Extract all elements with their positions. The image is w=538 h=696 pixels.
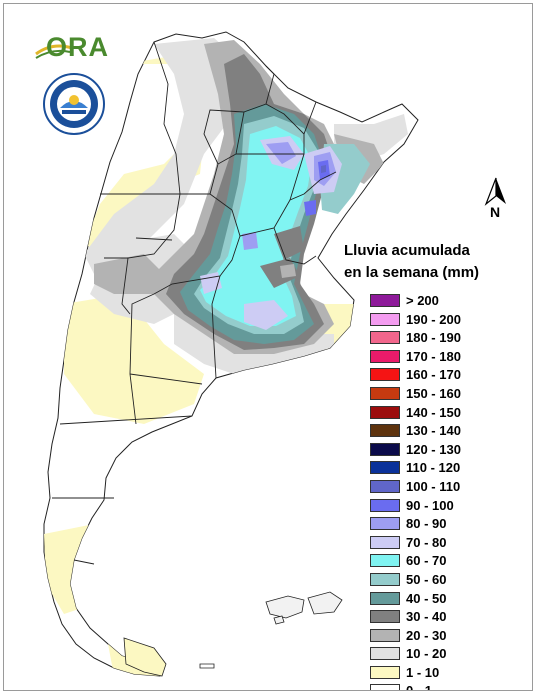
legend-swatch (370, 386, 400, 400)
tierra-del-fuego (123, 637, 167, 677)
legend-label: 150 - 160 (406, 385, 461, 401)
legend-label: 90 - 100 (406, 497, 454, 513)
legend-swatch (370, 424, 400, 438)
legend-label: 130 - 140 (406, 423, 461, 439)
legend-label: 170 - 180 (406, 348, 461, 364)
legend-swatch (370, 610, 400, 624)
legend-swatch (370, 572, 400, 586)
legend-swatch (370, 554, 400, 568)
legend-swatch (370, 349, 400, 363)
north-label: N (490, 204, 501, 220)
legend-label: 40 - 50 (406, 590, 447, 606)
precipitation-map (43, 31, 419, 677)
legend-label: 60 - 70 (406, 553, 447, 569)
legend-swatch (370, 517, 400, 531)
ora-logo: ORA (34, 32, 110, 66)
legend-swatch (370, 442, 400, 456)
legend-swatch (370, 312, 400, 326)
meteorological-seal-icon (43, 73, 105, 135)
legend-title-line2: en la semana (mm) (344, 264, 480, 281)
legend-swatch (370, 628, 400, 642)
legend-label: 110 - 120 (406, 460, 461, 476)
legend-swatch (370, 405, 400, 419)
legend-label: 70 - 80 (406, 534, 447, 550)
legend-swatch (370, 665, 400, 679)
legend-swatch (370, 331, 400, 345)
legend-label: > 200 (406, 293, 439, 308)
map-figure: ORA N Lluvia acumulada en la semana (mm)… (3, 3, 533, 691)
legend-label: 190 - 200 (406, 311, 461, 327)
ora-logo-text: ORA (46, 32, 109, 62)
legend-swatch (370, 535, 400, 549)
legend-swatch (370, 461, 400, 475)
legend-label: 180 - 190 (406, 330, 461, 346)
legend-swatch (370, 294, 400, 307)
legend-label: 140 - 150 (406, 404, 461, 420)
legend-swatch (370, 479, 400, 493)
province-boundaries (52, 41, 337, 565)
legend-label: 10 - 20 (406, 646, 447, 662)
legend-swatch (370, 647, 400, 661)
north-arrow: N (482, 176, 514, 224)
isla-de-los-estados (199, 663, 215, 669)
legend-label: 50 - 60 (406, 571, 447, 587)
legend-label: 1 - 10 (406, 664, 440, 680)
legend-title: Lluvia acumulada en la semana (mm) (344, 240, 524, 284)
legend-label: 120 - 130 (406, 441, 461, 457)
legend-title-line1: Lluvia acumulada (344, 242, 470, 259)
legend-label: 30 - 40 (406, 609, 447, 625)
legend-swatch (370, 368, 400, 382)
legend-swatch (370, 591, 400, 605)
legend-label: 160 - 170 (406, 367, 461, 383)
malvinas-islands (265, 591, 343, 625)
legend-label: 80 - 90 (406, 516, 447, 532)
legend-swatch (370, 498, 400, 512)
north-arrow-icon (484, 177, 506, 206)
legend-label: 0 - 1 (406, 683, 433, 691)
legend-label: 20 - 30 (406, 627, 447, 643)
ora-swoosh-icon (35, 44, 73, 59)
legend-swatch (370, 684, 400, 690)
legend-label: 100 - 110 (406, 478, 461, 494)
